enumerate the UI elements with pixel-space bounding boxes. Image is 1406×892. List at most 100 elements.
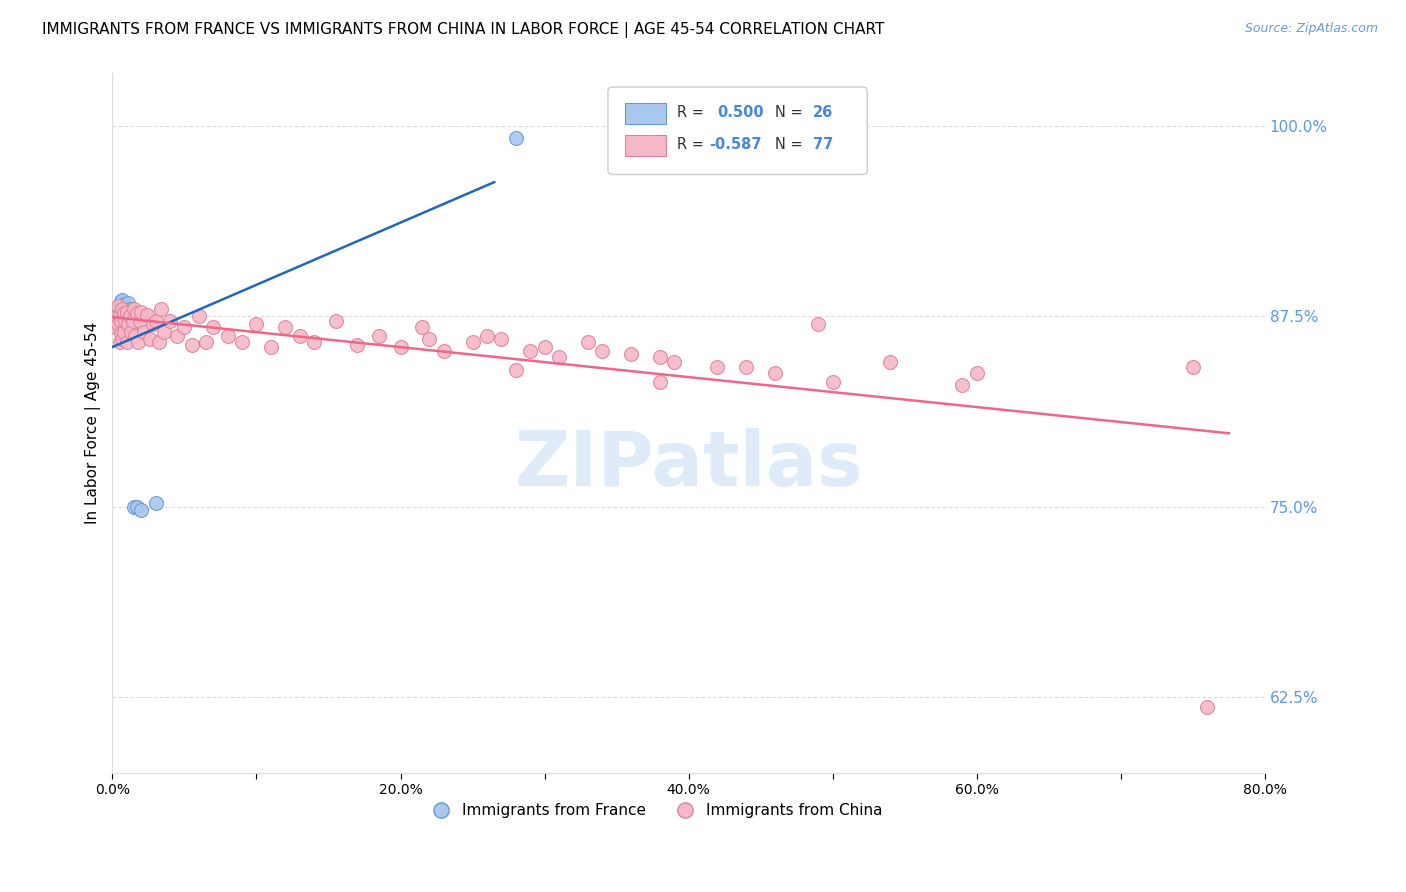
Point (112, 306, 135, 320)
FancyBboxPatch shape (607, 87, 868, 175)
Point (302, 335, 325, 350)
Y-axis label: In Labor Force | Age 45-54: In Labor Force | Age 45-54 (86, 322, 101, 524)
Point (950, 377, 973, 392)
Point (108, 308, 131, 322)
Point (108, 312, 131, 326)
Text: N =: N = (775, 136, 807, 152)
Point (202, 320, 225, 334)
Point (166, 329, 188, 343)
Text: R =: R = (678, 105, 709, 120)
Text: -0.587: -0.587 (710, 136, 762, 152)
Point (367, 329, 389, 343)
Point (111, 314, 134, 328)
Point (105, 320, 128, 334)
Point (1181, 359, 1204, 374)
Text: IMMIGRANTS FROM FRANCE VS IMMIGRANTS FROM CHINA IN LABOR FORCE | AGE 45-54 CORRE: IMMIGRANTS FROM FRANCE VS IMMIGRANTS FRO… (42, 22, 884, 38)
Point (120, 301, 142, 316)
Point (195, 335, 218, 350)
Point (505, 362, 527, 376)
Point (576, 335, 599, 350)
Point (648, 351, 671, 365)
Point (491, 332, 513, 346)
Point (153, 325, 176, 339)
Point (325, 314, 347, 328)
Point (274, 320, 297, 334)
Point (591, 344, 613, 359)
Point (107, 310, 129, 325)
Point (132, 325, 155, 339)
Point (104, 320, 127, 334)
Point (108, 299, 131, 313)
Point (118, 310, 141, 324)
Point (706, 359, 728, 374)
Point (128, 314, 150, 328)
Point (125, 500, 148, 514)
Bar (626, 135, 665, 155)
Point (104, 308, 127, 322)
Text: ZIPatlas: ZIPatlas (515, 428, 863, 502)
Point (110, 317, 132, 331)
Point (107, 317, 129, 331)
Text: 77: 77 (813, 136, 834, 152)
Bar (626, 103, 665, 124)
Point (821, 375, 844, 389)
Legend: Immigrants from France, Immigrants from China: Immigrants from France, Immigrants from … (419, 797, 889, 824)
Point (145, 314, 167, 328)
Point (111, 293, 134, 307)
Point (475, 329, 498, 343)
Point (129, 502, 152, 516)
Text: 26: 26 (813, 105, 834, 120)
Point (107, 299, 129, 313)
Point (159, 314, 181, 328)
Text: 0.500: 0.500 (717, 105, 763, 120)
Point (288, 329, 311, 343)
Point (148, 335, 170, 350)
Point (346, 338, 368, 352)
Point (505, 131, 527, 145)
Point (807, 317, 830, 331)
Point (111, 299, 134, 313)
Point (735, 359, 758, 374)
Point (142, 317, 165, 331)
Point (1197, 700, 1219, 714)
Point (112, 303, 135, 318)
Point (648, 375, 671, 389)
Point (411, 320, 433, 334)
Point (231, 335, 253, 350)
Point (173, 320, 195, 334)
Point (548, 351, 571, 365)
Point (105, 310, 128, 324)
Point (763, 366, 786, 380)
Point (664, 355, 686, 369)
Point (150, 301, 173, 316)
Point (114, 314, 136, 328)
Point (111, 301, 134, 316)
Point (111, 332, 134, 346)
Point (461, 335, 484, 350)
Point (620, 347, 643, 361)
Point (111, 305, 134, 319)
Point (245, 317, 267, 331)
Point (112, 297, 135, 311)
Point (217, 329, 239, 343)
Point (418, 332, 440, 346)
Point (124, 329, 146, 343)
Point (112, 325, 135, 339)
Point (107, 301, 129, 316)
Point (120, 325, 142, 339)
Text: N =: N = (775, 105, 807, 120)
Point (180, 338, 202, 352)
Point (105, 310, 128, 324)
Point (110, 306, 132, 320)
Point (966, 366, 988, 380)
Point (122, 301, 145, 316)
Point (118, 301, 141, 316)
Point (110, 294, 132, 309)
Point (115, 306, 138, 320)
Point (136, 308, 159, 322)
Point (187, 310, 209, 324)
Point (125, 306, 148, 320)
Point (519, 344, 541, 359)
Text: Source: ZipAtlas.com: Source: ZipAtlas.com (1244, 22, 1378, 36)
Point (115, 335, 138, 350)
